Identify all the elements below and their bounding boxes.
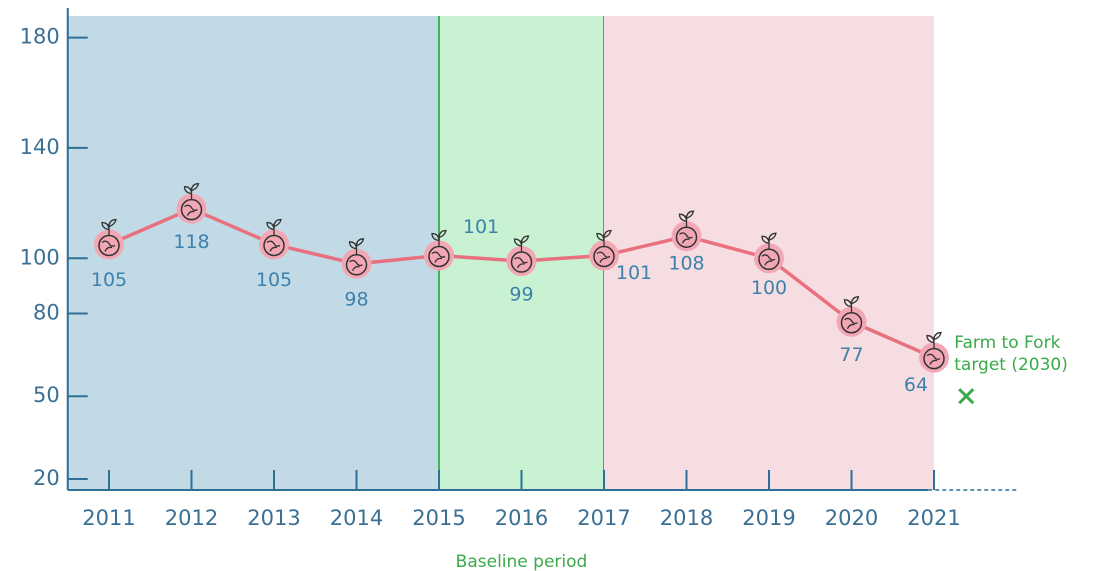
globe-land bbox=[514, 257, 528, 269]
sprout bbox=[101, 218, 117, 236]
sprout bbox=[513, 235, 530, 253]
x-tick-label: 2017 bbox=[577, 506, 630, 530]
sprout bbox=[348, 238, 365, 255]
x-tick-label: 2011 bbox=[82, 506, 135, 530]
value-label: 118 bbox=[173, 231, 209, 253]
y-tick-label: 180 bbox=[20, 25, 60, 49]
sprout bbox=[926, 331, 942, 349]
value-label: 98 bbox=[344, 288, 368, 310]
globe-land bbox=[266, 240, 281, 252]
globe-land bbox=[844, 317, 858, 329]
y-tick-label: 20 bbox=[33, 466, 60, 490]
x-tick-label: 2020 bbox=[825, 506, 878, 530]
globe-land bbox=[184, 204, 198, 216]
marker bbox=[919, 331, 949, 373]
globe-land bbox=[431, 251, 446, 263]
sprout bbox=[266, 218, 282, 236]
value-label: 105 bbox=[256, 269, 292, 291]
globe-land bbox=[761, 254, 776, 266]
marker bbox=[836, 296, 867, 337]
value-label: 105 bbox=[91, 269, 127, 291]
marker bbox=[424, 229, 454, 271]
value-label: 101 bbox=[616, 262, 652, 284]
marker bbox=[506, 235, 537, 277]
x-tick-label: 2016 bbox=[495, 506, 548, 530]
sprout bbox=[431, 229, 447, 247]
x-tick-label: 2015 bbox=[412, 506, 465, 530]
x-tick-label: 2012 bbox=[165, 506, 218, 530]
value-label: 100 bbox=[751, 277, 787, 299]
y-tick-label: 140 bbox=[20, 135, 60, 159]
x-tick-label: 2019 bbox=[742, 506, 795, 530]
value-label: 99 bbox=[509, 284, 533, 306]
x-tick-label: 2013 bbox=[247, 506, 300, 530]
sprout bbox=[843, 296, 860, 313]
globe-land bbox=[926, 353, 941, 365]
target-label: Farm to Fork target (2030) bbox=[954, 333, 1068, 375]
y-tick-label: 50 bbox=[33, 383, 60, 407]
marker bbox=[754, 232, 784, 274]
marker bbox=[259, 218, 289, 260]
x-tick-label: 2014 bbox=[330, 506, 383, 530]
marker bbox=[671, 210, 702, 252]
marker bbox=[341, 238, 372, 279]
globe-land bbox=[349, 259, 363, 272]
value-label: 64 bbox=[904, 374, 928, 396]
x-tick-label: 2018 bbox=[660, 506, 713, 530]
target-marker bbox=[958, 388, 975, 405]
value-label: 101 bbox=[463, 216, 499, 238]
value-label: 77 bbox=[839, 344, 863, 366]
globe-land bbox=[596, 251, 611, 263]
period-band bbox=[67, 16, 439, 490]
globe-land bbox=[101, 240, 116, 252]
sprout bbox=[761, 232, 777, 250]
y-tick-label: 80 bbox=[33, 300, 60, 324]
y-tick-label: 100 bbox=[20, 245, 60, 269]
sprout bbox=[678, 210, 695, 228]
marker bbox=[589, 229, 619, 271]
marker bbox=[94, 218, 124, 260]
marker bbox=[176, 182, 207, 224]
band-label: Baseline period bbox=[456, 552, 588, 571]
value-label: 108 bbox=[668, 253, 704, 275]
sprout bbox=[183, 182, 200, 200]
sprout bbox=[596, 229, 612, 247]
x-tick-label: 2021 bbox=[907, 506, 960, 530]
globe-land bbox=[679, 232, 693, 244]
